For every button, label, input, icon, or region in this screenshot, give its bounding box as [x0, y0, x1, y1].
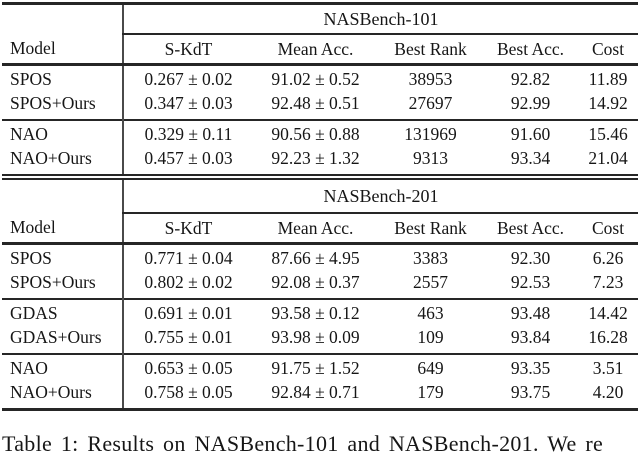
model-cell: GDAS	[10, 302, 58, 323]
benchmark-spacer-cell	[2, 180, 123, 213]
value-cell: 0.347 ± 0.03	[122, 91, 253, 120]
value-cell: 93.84	[510, 326, 551, 347]
table-row: NAO 0.329 ± 0.11 90.56 ± 0.88 131969 91.60 15…	[2, 120, 638, 146]
value-cell: 0.329 ± 0.11	[122, 120, 253, 146]
value-cell: 93.35	[510, 357, 551, 378]
column-header: Mean Acc.	[253, 213, 378, 245]
value-cell: 463	[417, 302, 444, 323]
column-header: Best Acc.	[483, 34, 578, 66]
value-cell: 21.04	[588, 147, 628, 168]
row-group: SPOS 0.267 ± 0.02 91.02 ± 0.52 38953 92.82 11…	[2, 64, 639, 120]
value-cell: 649	[417, 357, 444, 378]
value-cell: 0.691 ± 0.01	[122, 299, 253, 325]
value-cell: 3383	[413, 247, 448, 268]
table-row: GDAS+Ours 0.755 ± 0.01 93.98 ± 0.09 109 93.8…	[2, 325, 638, 354]
table-caption: Table 1: Results on NASBench-101 and NAS…	[2, 431, 604, 456]
value-cell: 38953	[408, 68, 453, 89]
column-header: Model	[2, 213, 123, 245]
column-header: Model	[2, 34, 123, 66]
value-cell: 6.26	[592, 247, 624, 268]
column-header-row: Model S-KdT Mean Acc. Best Rank Best Acc. Cos…	[2, 213, 639, 245]
model-cell: NAO+Ours	[10, 147, 92, 168]
value-cell: 92.99	[510, 92, 551, 113]
model-cell: GDAS+Ours	[10, 326, 102, 347]
value-cell: 93.75	[510, 381, 551, 402]
value-cell: 93.34	[510, 147, 551, 168]
value-cell: 3.51	[592, 357, 624, 378]
nasbench-201-table: NASBench-201 Model S-KdT Mean Acc. Best Rank…	[2, 180, 639, 411]
column-header: Best Rank	[378, 213, 483, 245]
table-row: SPOS+Ours 0.347 ± 0.03 92.48 ± 0.51 27697 92…	[2, 91, 638, 120]
table-row: NAO+Ours 0.758 ± 0.05 92.84 ± 0.71 179 93.75…	[2, 380, 638, 410]
value-cell: 2557	[413, 271, 448, 292]
value-cell: 109	[417, 326, 444, 347]
row-group: NAO 0.329 ± 0.11 90.56 ± 0.88 131969 91.60 15…	[2, 120, 638, 177]
value-cell: 93.58 ± 0.12	[271, 302, 360, 323]
value-cell: 0.758 ± 0.05	[122, 380, 253, 410]
column-header: S-KdT	[122, 34, 253, 66]
value-cell: 16.28	[588, 326, 628, 347]
table-row: GDAS 0.691 ± 0.01 93.58 ± 0.12 463 93.48 14.4…	[2, 299, 638, 325]
value-cell: 90.56 ± 0.88	[271, 123, 360, 144]
value-cell: 0.457 ± 0.03	[122, 146, 253, 177]
value-cell: 0.653 ± 0.05	[122, 354, 253, 380]
column-header: Cost	[578, 34, 639, 66]
value-cell: 93.98 ± 0.09	[271, 326, 360, 347]
value-cell: 179	[417, 381, 444, 402]
nasbench-101-table: NASBench-101 Model S-KdT Mean Acc. Best Rank…	[2, 2, 639, 180]
value-cell: 9313	[413, 147, 448, 168]
benchmark-header-row: NASBench-201	[2, 180, 639, 214]
value-cell: 92.08 ± 0.37	[271, 271, 360, 292]
table-row: NAO+Ours 0.457 ± 0.03 92.23 ± 1.32 9313 93.3…	[2, 146, 638, 177]
table-row: NAO 0.653 ± 0.05 91.75 ± 1.52 649 93.35 3.51	[2, 354, 638, 380]
value-cell: 0.802 ± 0.02	[122, 270, 253, 299]
model-cell: NAO+Ours	[10, 381, 92, 402]
value-cell: 27697	[408, 92, 453, 113]
column-header: Cost	[578, 213, 639, 245]
column-header: Mean Acc.	[253, 34, 378, 66]
row-group: NAO 0.653 ± 0.05 91.75 ± 1.52 649 93.35 3.51 N…	[2, 354, 638, 410]
value-cell: 91.60	[510, 123, 551, 144]
row-group: SPOS 0.771 ± 0.04 87.66 ± 4.95 3383 92.30 6.2…	[2, 243, 639, 299]
value-cell: 92.82	[510, 68, 551, 89]
model-cell: SPOS	[10, 68, 52, 89]
value-cell: 92.84 ± 0.71	[271, 381, 360, 402]
table-row: SPOS 0.267 ± 0.02 91.02 ± 0.52 38953 92.82 11…	[2, 64, 638, 91]
model-cell: SPOS+Ours	[10, 271, 96, 292]
row-group: GDAS 0.691 ± 0.01 93.58 ± 0.12 463 93.48 14.4…	[2, 299, 639, 354]
table-row: SPOS 0.771 ± 0.04 87.66 ± 4.95 3383 92.30 6.2…	[2, 243, 638, 270]
value-cell: 131969	[404, 123, 457, 144]
column-header: Best Acc.	[483, 213, 578, 245]
value-cell: 91.75 ± 1.52	[271, 357, 360, 378]
value-cell: 14.42	[588, 302, 628, 323]
benchmark-title: NASBench-201	[121, 180, 639, 214]
value-cell: 0.267 ± 0.02	[122, 64, 253, 91]
value-cell: 87.66 ± 4.95	[271, 247, 360, 268]
benchmark-title: NASBench-101	[121, 3, 639, 35]
value-cell: 92.48 ± 0.51	[271, 92, 360, 113]
value-cell: 93.48	[510, 302, 551, 323]
model-cell: SPOS+Ours	[10, 92, 96, 113]
benchmark-header-row: NASBench-101	[2, 3, 639, 35]
value-cell: 7.23	[592, 271, 624, 292]
table-row: SPOS+Ours 0.802 ± 0.02 92.08 ± 0.37 2557 92.…	[2, 270, 638, 299]
value-cell: 14.92	[588, 92, 628, 113]
model-cell: NAO	[10, 123, 48, 144]
value-cell: 0.755 ± 0.01	[122, 325, 253, 354]
benchmark-spacer-cell	[2, 4, 123, 35]
column-header: Best Rank	[378, 34, 483, 66]
value-cell: 0.771 ± 0.04	[122, 243, 253, 270]
model-cell: NAO	[10, 357, 48, 378]
value-cell: 11.89	[588, 68, 628, 89]
column-header: S-KdT	[122, 213, 253, 245]
value-cell: 92.23 ± 1.32	[271, 147, 360, 168]
model-cell: SPOS	[10, 247, 52, 268]
value-cell: 15.46	[588, 123, 628, 144]
value-cell: 91.02 ± 0.52	[271, 68, 360, 89]
value-cell: 92.53	[510, 271, 551, 292]
column-header-row: Model S-KdT Mean Acc. Best Rank Best Acc. Cos…	[2, 34, 639, 66]
value-cell: 4.20	[592, 381, 624, 402]
value-cell: 92.30	[510, 247, 551, 268]
